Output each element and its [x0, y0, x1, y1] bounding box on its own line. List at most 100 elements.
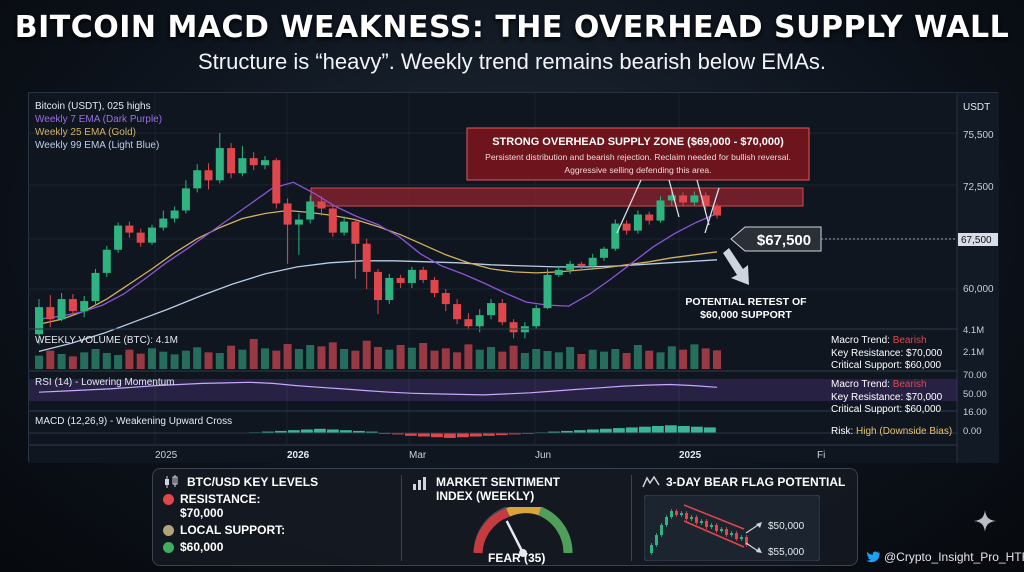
candle-body [498, 303, 507, 323]
y-tick-label: 75,500 [963, 130, 994, 141]
macd-bar [366, 431, 378, 433]
candle-body [532, 308, 541, 327]
gauge-needle [505, 520, 525, 554]
sentiment-value: FEAR (35) [488, 551, 546, 565]
bear-flag-section: 3-DAY BEAR FLAG POTENTIAL $50,000 $55,00… [631, 475, 851, 561]
volume-bar [475, 349, 484, 369]
macd-bar [392, 433, 404, 435]
candle-body [294, 219, 303, 225]
candle-body [419, 269, 428, 280]
volume-bar [351, 350, 360, 369]
volume-bar [633, 345, 642, 369]
supply-zone-callout [466, 127, 810, 181]
flag-candle-body [695, 517, 698, 523]
candle-body [566, 263, 575, 270]
candle-body [679, 195, 688, 203]
macd-bar [340, 430, 352, 433]
candlestick-icon [165, 475, 178, 488]
candle-body [80, 301, 89, 312]
volume-bar [148, 348, 156, 369]
volume-bar [464, 344, 473, 369]
volume-bar [238, 349, 247, 369]
macd-bar [665, 425, 677, 433]
retest-arrow [723, 248, 749, 285]
volume-bar [102, 353, 111, 369]
candle-body [159, 218, 168, 228]
author-credit[interactable]: @Crypto_Insight_Pro_HTF [866, 550, 1024, 564]
macd-bar [639, 426, 651, 433]
volume-bar [600, 351, 608, 369]
volume-bar [611, 349, 620, 369]
trend-box-macro-value: Bearish [893, 379, 927, 390]
supply-zone-band [310, 187, 804, 207]
volume-bar [396, 345, 405, 369]
trend-box-macro-label: Macro Trend: [831, 335, 890, 346]
candle-body [57, 299, 66, 320]
volume-bar [317, 346, 326, 369]
key-levels-section: BTC/USD KEY LEVELS RESISTANCE: $70,000 LO… [163, 475, 393, 561]
flag-candle-body [650, 545, 653, 553]
candle-body [701, 195, 710, 206]
sentiment-title-line1: MARKET SENTIMENT [436, 475, 560, 489]
volume-bar [91, 349, 100, 369]
macd-bar [483, 433, 495, 436]
macd-bar [353, 430, 365, 433]
volume-bar [328, 342, 337, 369]
flag-candle-body [715, 525, 718, 531]
macd-label: MACD (12,26,9) - Weakening Upward Cross [35, 416, 232, 427]
bear-flag-title: 3-DAY BEAR FLAG POTENTIAL [642, 475, 851, 489]
volume-bar [170, 354, 179, 369]
volume-bar [193, 347, 202, 369]
flag-candle-body [745, 537, 748, 545]
flag-candle-body [730, 533, 733, 535]
volume-bar [532, 349, 541, 369]
candle-body [170, 210, 179, 219]
candle-body [554, 269, 563, 275]
macd-bar [561, 430, 573, 433]
candle-body [148, 227, 156, 243]
volume-bar [441, 348, 450, 369]
candle-body [407, 269, 416, 283]
flag-candle-body [655, 535, 658, 545]
volume-bar [554, 352, 563, 369]
trend-box-2: Macro Trend: Bearish Key Resistance: $70… [831, 379, 943, 415]
macd-tick: 16.00 [963, 407, 987, 418]
support-value: $60,000 [180, 540, 224, 554]
macd-bar [613, 428, 625, 433]
rsi-tick: 70.00 [963, 370, 987, 381]
candle-body [215, 148, 224, 181]
resistance-label: RESISTANCE: [180, 492, 261, 506]
flag-candle-body [710, 525, 713, 527]
candle-body [374, 271, 382, 301]
candle-body [46, 307, 55, 320]
volume-bar [543, 351, 552, 369]
flag-candle-body [685, 513, 688, 519]
candle-body [193, 170, 202, 189]
volume-bar [136, 353, 145, 369]
x-tick-label: 2026 [287, 450, 310, 461]
candle-body [125, 225, 134, 233]
flag-candle-body [675, 511, 678, 515]
flag-chart-icon [642, 475, 660, 488]
macd-bar [496, 433, 508, 436]
supply-zone-line1: Persistent distribution and bearish reje… [485, 152, 791, 162]
volume-tick: 4.1M [963, 325, 984, 336]
volume-bar [374, 347, 382, 369]
volume-bar [215, 353, 224, 369]
legend-ema25: Weekly 25 EMA (Gold) [35, 127, 136, 138]
author-handle: @Crypto_Insight_Pro_HTF [884, 550, 1024, 564]
y-tick-label: 72,500 [963, 182, 994, 193]
candle-body [136, 232, 145, 243]
rsi-band [29, 379, 957, 401]
ema-lines [38, 181, 718, 353]
volume-tick: 2.1M [963, 347, 984, 358]
ema25-line [38, 209, 718, 325]
volume-bar [498, 351, 507, 369]
current-price-value: $67,500 [757, 232, 811, 249]
bird-icon [866, 551, 880, 563]
price-chart[interactable]: Bitcoin (USDT), 025 highs Weekly 7 EMA (… [29, 93, 999, 463]
trend-box-macro-label: Macro Trend: [831, 379, 890, 390]
macd-bar [444, 433, 456, 438]
page-subtitle: Structure is “heavy”. Weekly trend remai… [197, 49, 827, 74]
trend-box-support: Critical Support: $60,000 [831, 360, 942, 371]
